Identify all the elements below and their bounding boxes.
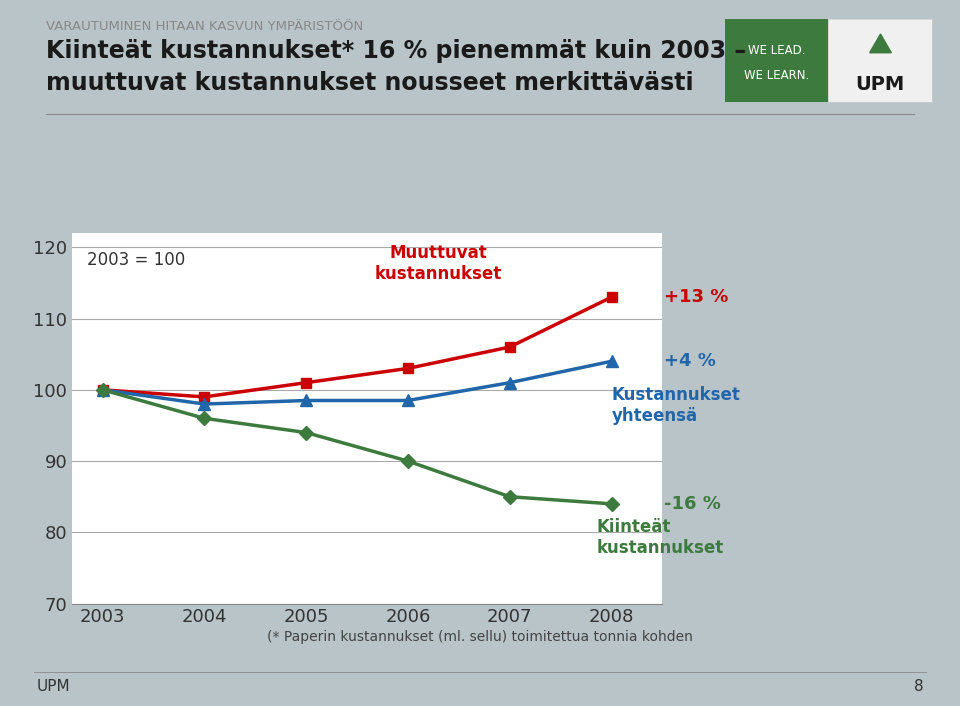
Text: Muuttuvat
kustannukset: Muuttuvat kustannukset [374, 244, 502, 283]
Text: 2003 = 100: 2003 = 100 [87, 251, 185, 269]
Text: Kustannukset
yhteensä: Kustannukset yhteensä [612, 386, 740, 425]
Text: (* Paperin kustannukset (ml. sellu) toimitettua tonnia kohden: (* Paperin kustannukset (ml. sellu) toim… [267, 630, 693, 644]
Text: +13 %: +13 % [664, 288, 729, 306]
Text: WE LEAD.: WE LEAD. [748, 44, 805, 57]
Text: UPM: UPM [855, 75, 905, 93]
Text: Kiinteät
kustannukset: Kiinteät kustannukset [596, 518, 724, 557]
Text: muuttuvat kustannukset nousseet merkittävästi: muuttuvat kustannukset nousseet merkittä… [46, 71, 694, 95]
Text: WE LEARN.: WE LEARN. [744, 69, 809, 82]
Text: +4 %: +4 % [664, 352, 716, 370]
Text: Kiinteät kustannukset* 16 % pienemmät kuin 2003 –: Kiinteät kustannukset* 16 % pienemmät ku… [46, 39, 746, 63]
Text: -16 %: -16 % [664, 495, 721, 513]
Text: 8: 8 [914, 679, 924, 694]
Text: UPM: UPM [36, 679, 70, 694]
Text: VARAUTUMINEN HITAAN KASVUN YMPÄRISTÖÖN: VARAUTUMINEN HITAAN KASVUN YMPÄRISTÖÖN [46, 20, 363, 32]
